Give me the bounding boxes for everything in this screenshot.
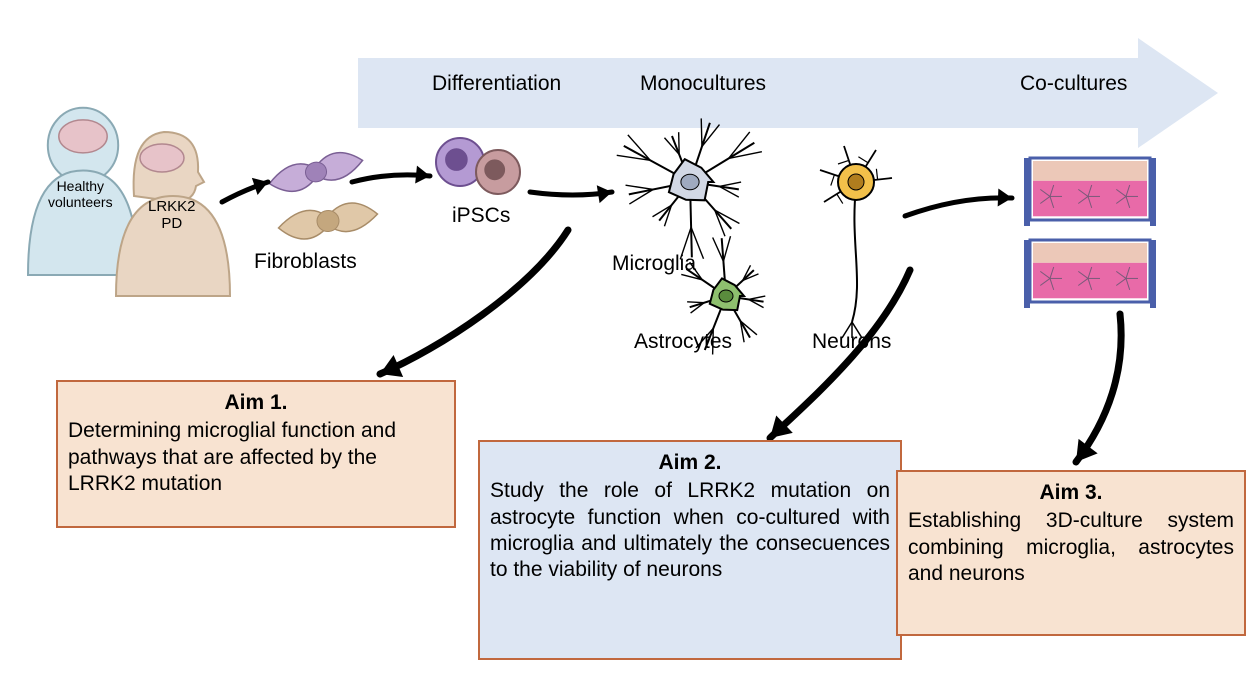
aim-3-title: Aim 3. [908,480,1234,506]
aim-2-body: Study the role of LRRK2 mutation on astr… [490,478,890,583]
label-astrocytes: Astrocytes [634,330,732,354]
label-fibroblasts: Fibroblasts [254,250,357,274]
label-lrrk2-pd: LRKK2 PD [148,198,196,232]
aim-2-title: Aim 2. [490,450,890,476]
label-healthy-volunteers: Healthy volunteers [48,178,113,210]
aim-2-box: Aim 2. Study the role of LRRK2 mutation … [478,440,902,660]
label-neurons: Neurons [812,330,891,354]
aim-3-box: Aim 3. Establishing 3D-culture system co… [896,470,1246,636]
aim-1-box: Aim 1. Determining microglial function a… [56,380,456,528]
label-ipscs: iPSCs [452,204,510,228]
aim-3-body: Establishing 3D-culture system combining… [908,508,1234,587]
aim-1-body: Determining microglial function and path… [68,418,444,497]
aim-1-title: Aim 1. [68,390,444,416]
label-microglia: Microglia [612,252,696,276]
